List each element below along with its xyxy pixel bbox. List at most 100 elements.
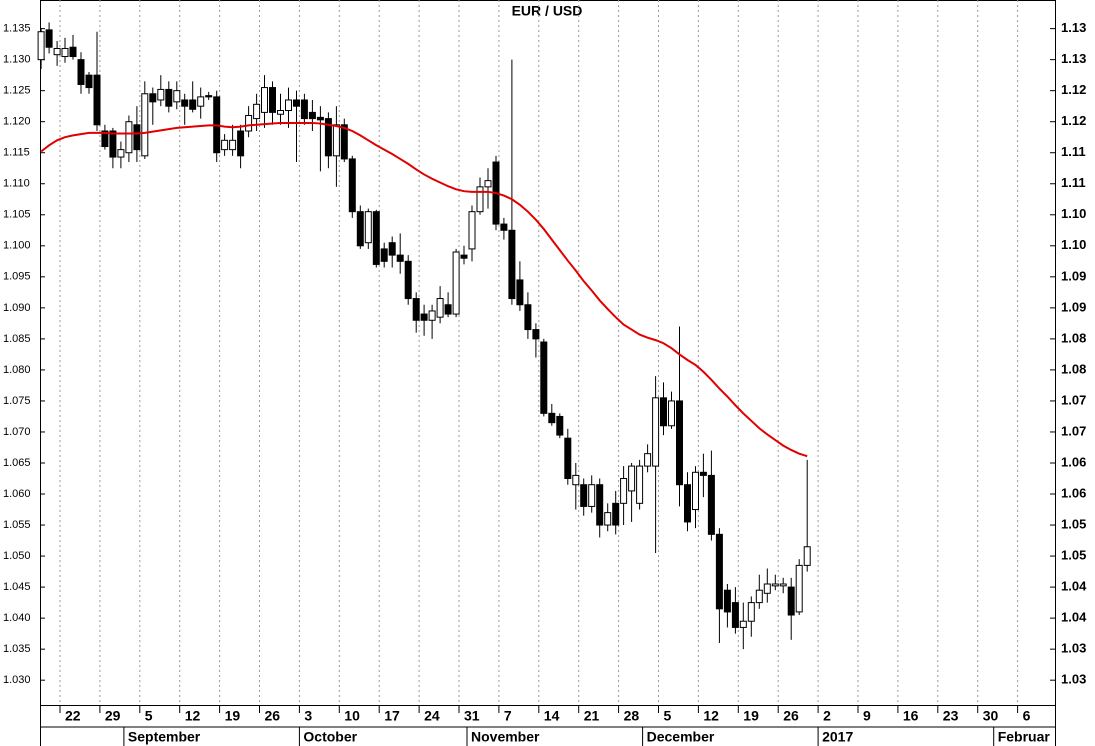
candle-body [45, 29, 53, 48]
candle-body [532, 329, 540, 340]
x-tick-label: 12 [185, 708, 201, 724]
candle-body [484, 180, 492, 188]
candle-body [428, 310, 436, 321]
y-tick-label: 1.035 [3, 643, 31, 655]
candle-body [69, 46, 77, 58]
candle-body [117, 149, 125, 158]
candle-body [316, 116, 324, 121]
candle-body [404, 260, 412, 300]
candle-body [253, 103, 261, 120]
x-tick-label: 31 [464, 708, 480, 724]
candle-body [189, 99, 197, 110]
y-tick-label: 1.080 [3, 364, 31, 376]
y-tick-label: 1.040 [3, 612, 31, 624]
x-tick-label: 3 [304, 708, 312, 724]
candle-body [771, 583, 779, 587]
candle-body [380, 248, 388, 262]
moving-average [40, 121, 808, 458]
y2-tick-label: 1.03 [1061, 641, 1086, 656]
month-label: September [128, 729, 201, 745]
candle-body [181, 99, 189, 107]
y-tick-label: 1.100 [3, 240, 31, 252]
y-tick-label: 1.120 [3, 116, 31, 128]
candle-body [436, 298, 444, 318]
y2-tick-label: 1.07 [1061, 423, 1086, 438]
candle-body [692, 471, 699, 511]
x-tick-label: 22 [65, 708, 81, 724]
candle-body [644, 453, 652, 467]
candle-body [763, 583, 771, 594]
y-tick-label: 1.125 [3, 85, 31, 97]
candle-body [508, 229, 516, 300]
candle-body [787, 586, 795, 616]
candle-body [596, 484, 604, 526]
candle-body [157, 88, 165, 101]
candle-body [652, 397, 660, 467]
month-label: November [471, 729, 540, 745]
candle-body [540, 341, 548, 414]
candle-body [37, 31, 45, 61]
candle-body [300, 99, 308, 120]
y2-tick-label: 1.09 [1061, 268, 1086, 283]
candle-body [61, 47, 69, 58]
candle-body [612, 502, 620, 526]
candle-body [229, 139, 237, 151]
y2-tick-label: 1.10 [1061, 206, 1086, 221]
candle-body [420, 313, 428, 321]
candle-body [707, 474, 715, 535]
y2-tick-label: 1.07 [1061, 392, 1086, 407]
candle-body [372, 211, 380, 265]
candle-body [628, 465, 636, 492]
candle-body [221, 139, 229, 151]
y-tick-label: 1.090 [3, 302, 31, 314]
candle-body [739, 620, 747, 628]
y-tick-label: 1.110 [3, 178, 30, 190]
candle-body [149, 93, 157, 103]
candle-body [604, 512, 612, 526]
y-tick-label: 1.130 [3, 54, 31, 66]
y-tick-label: 1.105 [3, 209, 31, 221]
y2-tick-label: 1.12 [1061, 82, 1086, 97]
x-tick-label: 19 [743, 708, 759, 724]
candle-body [723, 589, 731, 613]
month-label: 2017 [822, 729, 853, 745]
x-tick-label: 16 [903, 708, 919, 724]
candle-body [452, 251, 460, 315]
y2-tick-label: 1.11 [1061, 175, 1086, 190]
y2-tick-label: 1.06 [1061, 454, 1086, 469]
x-tick-label: 7 [504, 708, 512, 724]
y2-tick-label: 1.03 [1061, 672, 1086, 687]
candle-body [133, 124, 141, 151]
candle-body [93, 74, 101, 126]
candle-body [444, 304, 452, 315]
y-tick-label: 1.030 [3, 674, 31, 686]
candle-body [261, 87, 268, 113]
candle-body [699, 471, 707, 476]
x-tick-label: 9 [863, 708, 871, 724]
candle-body [795, 564, 803, 613]
candle-body [460, 254, 468, 259]
candle-body [580, 484, 588, 507]
candle-body [684, 484, 691, 523]
candle-body [516, 279, 524, 306]
candle-body [165, 88, 173, 107]
month-label: Februar [998, 729, 1051, 745]
candle-body [85, 74, 93, 89]
y2-tick-label: 1.06 [1061, 485, 1086, 500]
y-tick-label: 1.115 [3, 147, 30, 159]
month-label: December [647, 729, 715, 745]
y2-tick-label: 1.05 [1061, 548, 1086, 563]
plot-frame [40, 0, 1056, 706]
x-tick-label: 6 [1023, 708, 1031, 724]
candle-body [285, 99, 292, 112]
x-tick-label: 30 [983, 708, 999, 724]
y2-tick-label: 1.09 [1061, 299, 1086, 314]
candle-body [277, 110, 284, 115]
y2-tick-label: 1.12 [1061, 113, 1086, 128]
y2-tick-label: 1.10 [1061, 237, 1086, 252]
candle-body [348, 158, 356, 213]
candle-body [340, 124, 348, 160]
candle-body [572, 474, 580, 486]
x-tick-label: 21 [584, 708, 600, 724]
candle-body [588, 484, 596, 507]
